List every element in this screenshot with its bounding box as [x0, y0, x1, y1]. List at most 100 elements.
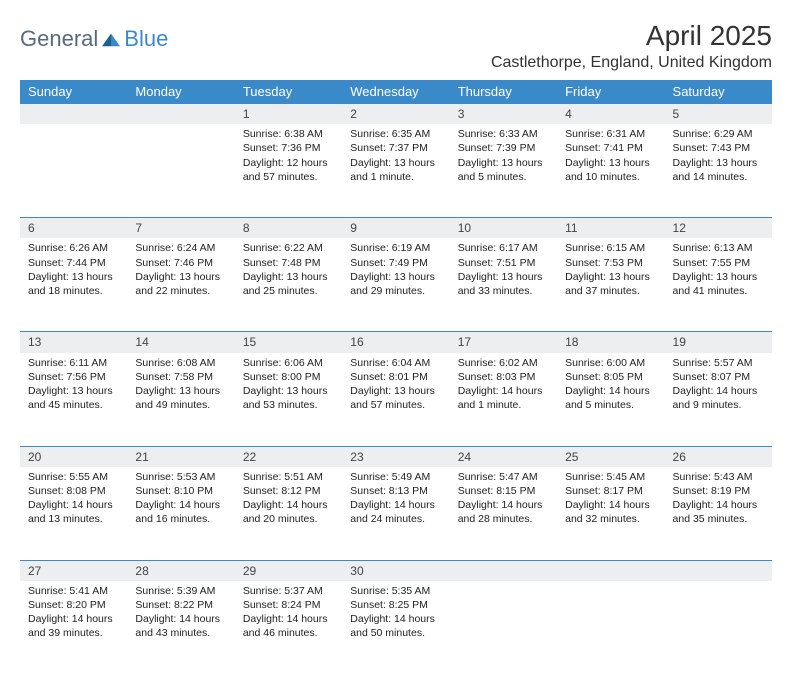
daylight-text: Daylight: 13 hours and 29 minutes.	[350, 270, 441, 298]
daylight-text: Daylight: 14 hours and 1 minute.	[458, 384, 549, 412]
daylight-text: Daylight: 14 hours and 20 minutes.	[243, 498, 334, 526]
day-number	[20, 104, 127, 125]
daylight-text: Daylight: 14 hours and 9 minutes.	[673, 384, 764, 412]
daylight-text: Daylight: 13 hours and 22 minutes.	[135, 270, 226, 298]
sunrise-text: Sunrise: 5:57 AM	[673, 356, 764, 370]
day-number: 15	[235, 332, 342, 353]
day-cell: Sunrise: 5:57 AMSunset: 8:07 PMDaylight:…	[665, 353, 772, 447]
sunset-text: Sunset: 7:55 PM	[673, 256, 764, 270]
sunrise-text: Sunrise: 6:06 AM	[243, 356, 334, 370]
sunrise-text: Sunrise: 5:49 AM	[350, 470, 441, 484]
sunrise-text: Sunrise: 6:13 AM	[673, 241, 764, 255]
day-cell: Sunrise: 6:00 AMSunset: 8:05 PMDaylight:…	[557, 353, 664, 447]
day-cell: Sunrise: 6:02 AMSunset: 8:03 PMDaylight:…	[450, 353, 557, 447]
day-cell: Sunrise: 6:26 AMSunset: 7:44 PMDaylight:…	[20, 238, 127, 332]
day-number: 10	[450, 218, 557, 239]
sunset-text: Sunset: 8:05 PM	[565, 370, 656, 384]
day-cell: Sunrise: 6:38 AMSunset: 7:36 PMDaylight:…	[235, 124, 342, 218]
sunset-text: Sunset: 7:53 PM	[565, 256, 656, 270]
daylight-text: Daylight: 13 hours and 25 minutes.	[243, 270, 334, 298]
sunrise-text: Sunrise: 5:41 AM	[28, 584, 119, 598]
sunrise-text: Sunrise: 6:00 AM	[565, 356, 656, 370]
sunset-text: Sunset: 7:37 PM	[350, 141, 441, 155]
sunrise-text: Sunrise: 5:43 AM	[673, 470, 764, 484]
weekday-header: Saturday	[665, 80, 772, 104]
sunrise-text: Sunrise: 6:38 AM	[243, 127, 334, 141]
daylight-text: Daylight: 13 hours and 45 minutes.	[28, 384, 119, 412]
sunrise-text: Sunrise: 5:35 AM	[350, 584, 441, 598]
day-number: 26	[665, 446, 772, 467]
day-cell: Sunrise: 5:55 AMSunset: 8:08 PMDaylight:…	[20, 467, 127, 561]
daylight-text: Daylight: 14 hours and 16 minutes.	[135, 498, 226, 526]
day-number: 7	[127, 218, 234, 239]
day-cell: Sunrise: 5:41 AMSunset: 8:20 PMDaylight:…	[20, 581, 127, 674]
day-number: 22	[235, 446, 342, 467]
daylight-text: Daylight: 13 hours and 10 minutes.	[565, 156, 656, 184]
sunrise-text: Sunrise: 6:15 AM	[565, 241, 656, 255]
weekday-header: Sunday	[20, 80, 127, 104]
sunrise-text: Sunrise: 6:17 AM	[458, 241, 549, 255]
sunrise-text: Sunrise: 5:45 AM	[565, 470, 656, 484]
day-cell: Sunrise: 6:35 AMSunset: 7:37 PMDaylight:…	[342, 124, 449, 218]
weekday-header: Tuesday	[235, 80, 342, 104]
day-cell: Sunrise: 6:11 AMSunset: 7:56 PMDaylight:…	[20, 353, 127, 447]
day-cell: Sunrise: 5:47 AMSunset: 8:15 PMDaylight:…	[450, 467, 557, 561]
sunrise-text: Sunrise: 6:11 AM	[28, 356, 119, 370]
day-cell	[127, 124, 234, 218]
day-number: 11	[557, 218, 664, 239]
day-cell: Sunrise: 5:49 AMSunset: 8:13 PMDaylight:…	[342, 467, 449, 561]
sunrise-text: Sunrise: 5:47 AM	[458, 470, 549, 484]
daylight-text: Daylight: 13 hours and 37 minutes.	[565, 270, 656, 298]
day-content-row: Sunrise: 5:41 AMSunset: 8:20 PMDaylight:…	[20, 581, 772, 674]
daylight-text: Daylight: 13 hours and 33 minutes.	[458, 270, 549, 298]
day-number: 6	[20, 218, 127, 239]
sunset-text: Sunset: 8:25 PM	[350, 598, 441, 612]
daylight-text: Daylight: 14 hours and 35 minutes.	[673, 498, 764, 526]
weekday-header: Friday	[557, 80, 664, 104]
sunrise-text: Sunrise: 5:51 AM	[243, 470, 334, 484]
day-number	[127, 104, 234, 125]
daylight-text: Daylight: 14 hours and 32 minutes.	[565, 498, 656, 526]
day-cell: Sunrise: 6:19 AMSunset: 7:49 PMDaylight:…	[342, 238, 449, 332]
daylight-text: Daylight: 12 hours and 57 minutes.	[243, 156, 334, 184]
sunset-text: Sunset: 8:00 PM	[243, 370, 334, 384]
day-number: 2	[342, 104, 449, 125]
sunset-text: Sunset: 7:51 PM	[458, 256, 549, 270]
daylight-text: Daylight: 14 hours and 28 minutes.	[458, 498, 549, 526]
sunrise-text: Sunrise: 6:31 AM	[565, 127, 656, 141]
day-number: 18	[557, 332, 664, 353]
day-cell: Sunrise: 6:31 AMSunset: 7:41 PMDaylight:…	[557, 124, 664, 218]
sunset-text: Sunset: 8:22 PM	[135, 598, 226, 612]
day-number: 1	[235, 104, 342, 125]
sunset-text: Sunset: 8:24 PM	[243, 598, 334, 612]
day-number: 12	[665, 218, 772, 239]
day-content-row: Sunrise: 6:11 AMSunset: 7:56 PMDaylight:…	[20, 353, 772, 447]
day-cell: Sunrise: 6:04 AMSunset: 8:01 PMDaylight:…	[342, 353, 449, 447]
sunset-text: Sunset: 8:13 PM	[350, 484, 441, 498]
day-cell: Sunrise: 6:08 AMSunset: 7:58 PMDaylight:…	[127, 353, 234, 447]
daylight-text: Daylight: 14 hours and 46 minutes.	[243, 612, 334, 640]
day-cell: Sunrise: 5:43 AMSunset: 8:19 PMDaylight:…	[665, 467, 772, 561]
day-content-row: Sunrise: 5:55 AMSunset: 8:08 PMDaylight:…	[20, 467, 772, 561]
day-number: 28	[127, 560, 234, 581]
daylight-text: Daylight: 14 hours and 13 minutes.	[28, 498, 119, 526]
day-number: 3	[450, 104, 557, 125]
day-number: 13	[20, 332, 127, 353]
day-number: 14	[127, 332, 234, 353]
sunset-text: Sunset: 7:58 PM	[135, 370, 226, 384]
sunrise-text: Sunrise: 6:22 AM	[243, 241, 334, 255]
day-number: 27	[20, 560, 127, 581]
weekday-header: Thursday	[450, 80, 557, 104]
weekday-header: Monday	[127, 80, 234, 104]
sunrise-text: Sunrise: 6:33 AM	[458, 127, 549, 141]
day-number: 24	[450, 446, 557, 467]
sunrise-text: Sunrise: 6:02 AM	[458, 356, 549, 370]
day-cell	[20, 124, 127, 218]
logo-text-general: General	[20, 26, 98, 52]
day-cell	[665, 581, 772, 674]
sunrise-text: Sunrise: 6:08 AM	[135, 356, 226, 370]
day-cell: Sunrise: 6:22 AMSunset: 7:48 PMDaylight:…	[235, 238, 342, 332]
day-number: 30	[342, 560, 449, 581]
daylight-text: Daylight: 13 hours and 1 minute.	[350, 156, 441, 184]
daylight-text: Daylight: 13 hours and 57 minutes.	[350, 384, 441, 412]
